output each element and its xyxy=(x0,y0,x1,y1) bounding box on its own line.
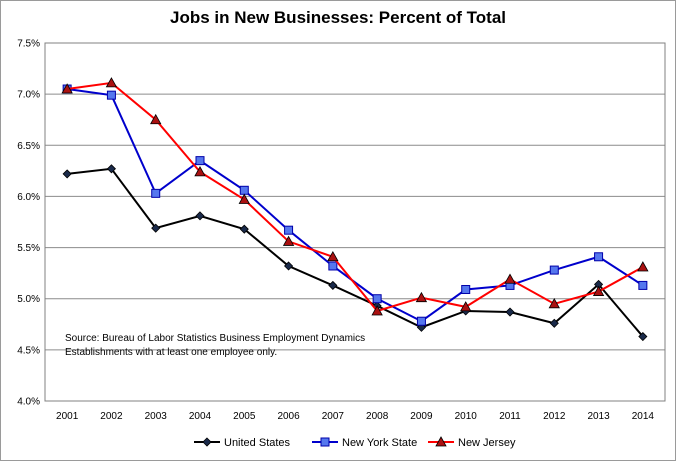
data-point-new-york-state xyxy=(151,188,161,198)
x-axis-ticks: 2001 2002 2003 2004 2005 2006 2007 2008 2009 2010… xyxy=(56,411,654,422)
data-point-united-states xyxy=(106,164,116,174)
y-tick-label: 4.5% xyxy=(17,345,40,356)
data-point-new-york-state xyxy=(284,225,294,235)
data-point-new-york-state xyxy=(638,280,648,290)
y-axis-ticks: 4.0% 4.5% 5.0% 5.5% 6.0% 6.5% 7.0% 7.5% xyxy=(17,39,40,408)
data-point-new-jersey xyxy=(371,305,383,316)
data-point-new-jersey xyxy=(150,113,162,125)
data-point-new-york-state xyxy=(549,265,559,275)
data-point-new-york-state xyxy=(195,156,205,166)
y-tick-label: 7.0% xyxy=(17,90,40,101)
x-tick-label: 2012 xyxy=(543,411,566,422)
x-tick-label: 2011 xyxy=(499,411,521,422)
data-point-new-york-state xyxy=(594,252,604,262)
data-point-new-jersey xyxy=(238,193,250,204)
data-point-new-jersey xyxy=(61,83,73,94)
legend-marker-new-jersey xyxy=(435,436,447,447)
data-point-united-states xyxy=(638,331,648,342)
data-point-united-states xyxy=(505,307,515,317)
x-tick-label: 2006 xyxy=(277,411,300,422)
gridlines xyxy=(45,93,665,351)
data-point-new-jersey xyxy=(637,261,649,272)
x-tick-label: 2010 xyxy=(455,411,478,422)
data-point-united-states xyxy=(239,224,249,234)
y-tick-label: 6.5% xyxy=(17,141,40,152)
x-tick-label: 2004 xyxy=(189,411,212,422)
x-tick-label: 2005 xyxy=(233,411,256,422)
legend-label-united-states: United States xyxy=(224,437,291,449)
x-tick-label: 2002 xyxy=(100,411,123,422)
y-tick-label: 7.5% xyxy=(17,39,40,50)
establishments-note: Establishments with at least one employe… xyxy=(65,347,277,358)
data-point-new-jersey xyxy=(460,301,472,312)
data-point-new-jersey xyxy=(105,77,118,88)
plot-area xyxy=(44,42,666,402)
data-point-united-states xyxy=(328,280,338,290)
y-tick-label: 5.5% xyxy=(17,243,40,254)
legend-label-new-york-state: New York State xyxy=(342,437,417,449)
x-tick-label: 2013 xyxy=(587,411,610,422)
x-tick-label: 2007 xyxy=(322,411,345,422)
data-point-united-states xyxy=(549,318,559,328)
x-tick-label: 2003 xyxy=(145,411,168,422)
data-point-new-york-state xyxy=(416,316,426,326)
data-point-new-york-state xyxy=(239,185,249,195)
data-point-new-york-state xyxy=(372,294,382,304)
data-point-new-jersey xyxy=(548,298,560,309)
data-point-united-states xyxy=(151,223,161,233)
y-tick-label: 6.0% xyxy=(17,192,40,203)
data-point-united-states xyxy=(62,169,72,179)
chart-title: Jobs in New Businesses: Percent of Total xyxy=(170,8,506,27)
x-tick-label: 2008 xyxy=(366,411,389,422)
data-point-new-jersey xyxy=(282,235,295,246)
series-line-united-states xyxy=(67,167,644,338)
x-tick-label: 2001 xyxy=(56,411,79,422)
y-tick-label: 4.0% xyxy=(17,397,40,408)
data-point-new-york-state xyxy=(328,261,338,271)
y-tick-label: 5.0% xyxy=(17,294,40,305)
data-point-united-states xyxy=(284,261,294,271)
legend: United States New York State New Jersey xyxy=(194,436,516,449)
x-tick-label: 2009 xyxy=(410,411,433,422)
x-tick-label: 2014 xyxy=(632,411,655,422)
data-point-new-jersey xyxy=(592,285,605,296)
data-point-new-jersey xyxy=(194,166,206,177)
series-group xyxy=(61,77,649,342)
data-point-new-jersey xyxy=(415,291,428,303)
series-line-new-jersey xyxy=(67,81,644,313)
legend-marker-new-york-state xyxy=(320,437,330,447)
data-point-new-jersey xyxy=(504,273,516,284)
data-point-new-jersey xyxy=(327,250,339,262)
data-point-united-states xyxy=(195,211,205,221)
legend-label-new-jersey: New Jersey xyxy=(458,437,516,449)
data-point-new-york-state xyxy=(461,285,471,295)
source-note: Source: Bureau of Labor Statistics Busin… xyxy=(65,333,365,344)
legend-marker-united-states xyxy=(202,437,212,447)
data-point-new-york-state xyxy=(106,90,116,100)
